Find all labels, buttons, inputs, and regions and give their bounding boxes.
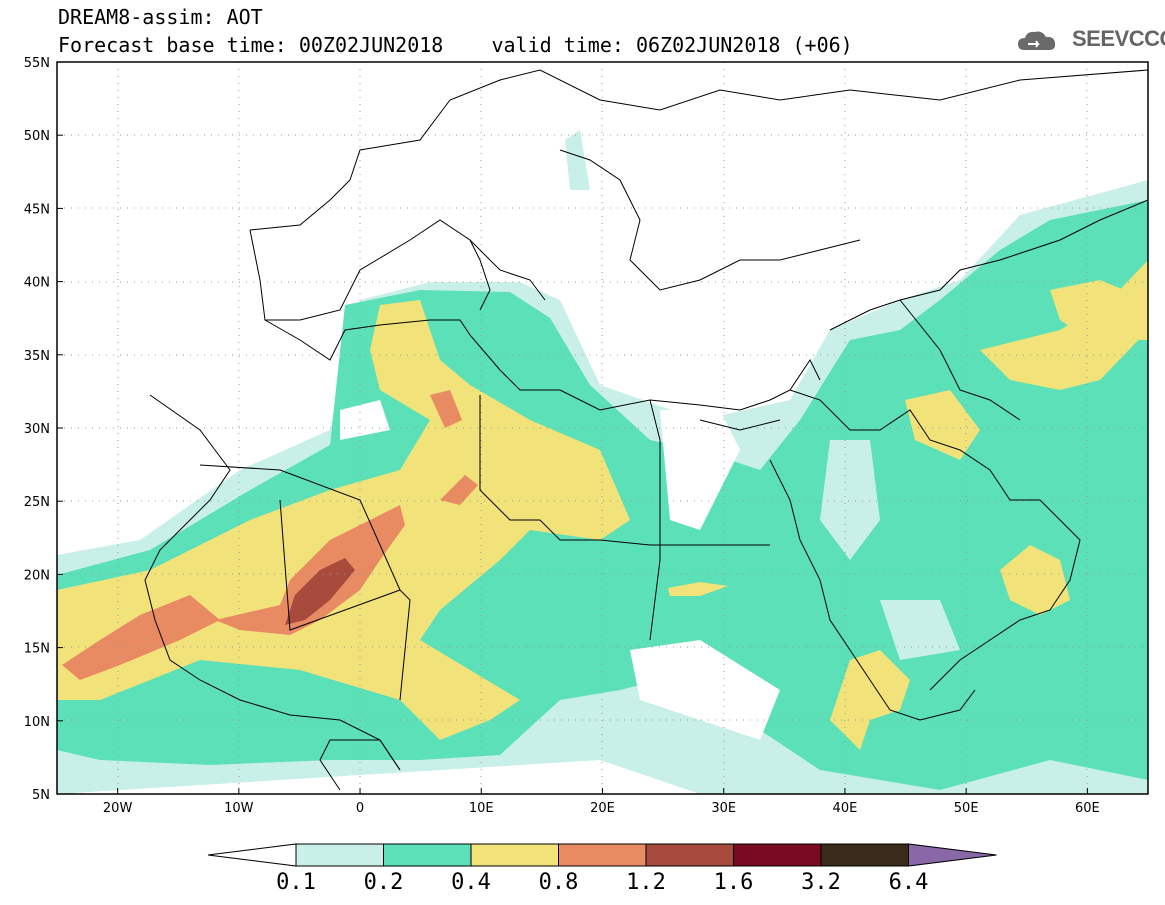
colorbar-label: 0.2 [363,870,404,895]
colorbar-label: 0.4 [451,870,491,895]
colorbar-swatch [295,843,384,867]
aot-field [57,62,1148,794]
lon-label: 60E [1075,801,1100,816]
lon-label: 10E [469,801,494,816]
aot-band-0.8d [440,475,478,505]
cloud-icon [1018,31,1056,50]
aot-band-0.4-caspian [1050,280,1148,340]
colorbar-label: 0.1 [276,870,316,895]
lat-label: 15N [24,642,50,657]
lon-label: 40E [833,801,858,816]
lat-label: 35N [24,349,50,364]
colorbar-over-triangle [908,843,997,867]
aot-band-0.1b [565,130,590,190]
aot-gap-atlantic [340,400,390,440]
aot-band-0.4-iran [980,260,1148,390]
logo-text: SEEVCCC [1072,26,1165,51]
graticule [57,62,1148,794]
aot-gap-arabia [820,440,880,560]
colorbar-label: 1.2 [626,870,666,895]
lat-label: 10N [24,715,50,730]
colorbar-swatch [645,843,734,867]
lon-label: 20W [103,801,133,816]
colorbar-label: 3.2 [801,870,841,895]
colorbar-swatch [558,843,647,867]
lon-label: 50E [954,801,979,816]
lat-label: 30N [24,422,50,437]
lat-label: 55N [24,56,50,71]
forecast-times: Forecast base time: 00Z02JUN2018 valid t… [58,33,853,57]
figure-title: DREAM8-assim: AOT [58,5,263,29]
lat-label: 5N [32,788,50,803]
lon-label: 0 [356,801,364,816]
aot-band-0.8b [215,505,405,635]
aot-band-0.8 [62,595,220,680]
aot-band-0.8c [430,390,462,428]
aot-gap-horn [880,600,960,660]
lat-label: 50N [24,129,50,144]
aot-band-0.4-horn [830,650,910,750]
lon-label: 20E [590,801,615,816]
lon-label: 30E [711,801,736,816]
aot-band-0.4 [57,300,630,740]
lat-axis: 55N 50N 45N 40N 35N 30N 25N 20N 15N 10N 5N [24,56,63,803]
colorbar-under-triangle [207,843,297,867]
coastlines [144,69,1148,791]
colorbar-label: 6.4 [888,870,929,895]
lon-label: 10W [224,801,254,816]
colorbar-swatch [820,843,909,867]
colorbar-swatch [733,843,822,867]
colorbar-swatch [470,843,559,867]
lon-axis: 20W 10W 0 10E 20E 30E 40E 50E 60E [103,788,1100,816]
lat-label: 45N [24,202,50,217]
lat-label: 25N [24,495,50,510]
aot-gap-sahel [630,640,780,740]
lat-label: 20N [24,568,50,583]
colorbar [207,843,997,867]
aot-band-1.2 [285,558,355,625]
aot-band-0.4-gulf [905,390,980,460]
colorbar-label: 0.8 [538,870,579,895]
aot-band-0.4-sea [668,582,728,596]
aot-gap-egypt [660,410,740,530]
aot-band-0.4-oman [1000,545,1070,615]
lat-label: 40N [24,276,50,291]
colorbar-label: 1.6 [713,870,754,895]
colorbar-swatch [383,843,472,867]
